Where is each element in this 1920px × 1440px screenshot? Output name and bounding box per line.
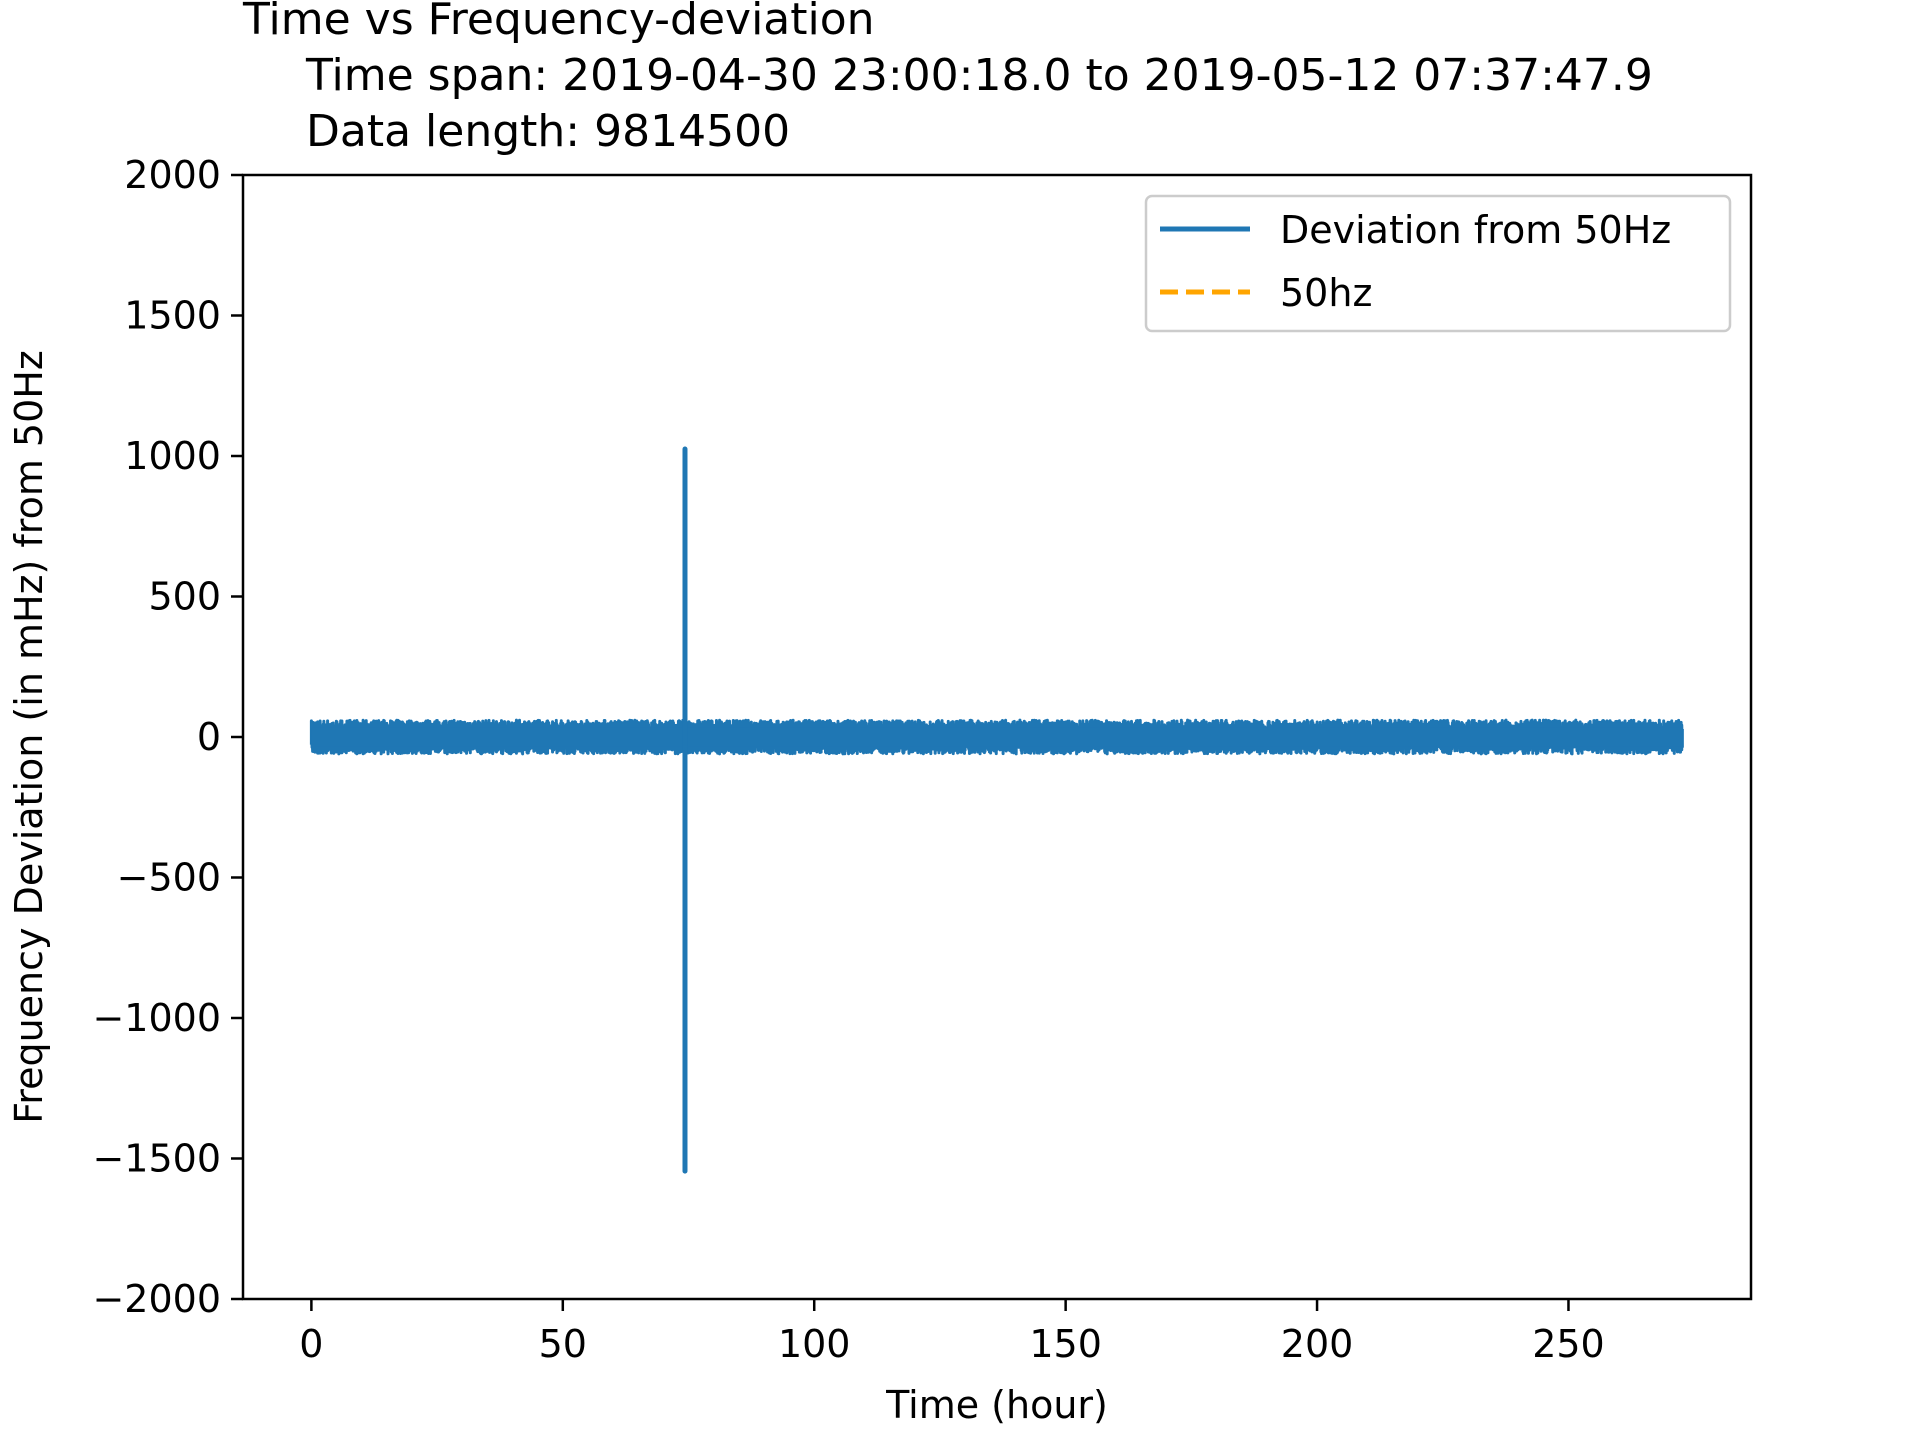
x-tick-label: 50 — [539, 1322, 587, 1366]
y-axis-label: Frequency Deviation (in mHz) from 50Hz — [7, 350, 51, 1124]
x-tick-label: 250 — [1532, 1322, 1605, 1366]
y-tick-label: −1000 — [92, 996, 221, 1040]
x-tick-label: 200 — [1281, 1322, 1354, 1366]
chart-subtitle-data-length: Data length: 9814500 — [306, 106, 790, 157]
x-tick-label: 150 — [1029, 1322, 1102, 1366]
chart-title: Time vs Frequency-deviation — [242, 0, 875, 45]
series-layer — [309, 446, 1684, 1174]
x-tick-label: 0 — [299, 1322, 323, 1366]
deviation-band-core — [311, 727, 1683, 747]
legend-label-deviation: Deviation from 50Hz — [1280, 208, 1671, 252]
legend: Deviation from 50Hz 50hz — [1144, 194, 1732, 333]
y-tick-label: −1500 — [92, 1137, 221, 1181]
y-tick-label: 2000 — [124, 153, 221, 197]
x-tick-label: 100 — [778, 1322, 851, 1366]
y-tick-label: 0 — [197, 715, 221, 759]
x-axis-ticks: 0 50 100 150 200 250 — [299, 1299, 1605, 1366]
y-tick-label: −500 — [117, 856, 221, 900]
y-tick-label: 1000 — [124, 434, 221, 478]
legend-box — [1144, 194, 1732, 333]
legend-label-50hz: 50hz — [1280, 271, 1372, 315]
y-axis-ticks: 2000 1500 1000 500 0 −500 −1000 −1500 −2000 — [92, 153, 243, 1321]
chart-subtitle-time-span: Time span: 2019-04-30 23:00:18.0 to 2019… — [305, 50, 1653, 101]
x-axis-label: Time (hour) — [885, 1383, 1108, 1427]
y-tick-label: −2000 — [92, 1277, 221, 1321]
y-tick-label: 1500 — [124, 294, 221, 338]
y-tick-label: 500 — [148, 575, 221, 619]
series-deviation — [309, 446, 1684, 1174]
